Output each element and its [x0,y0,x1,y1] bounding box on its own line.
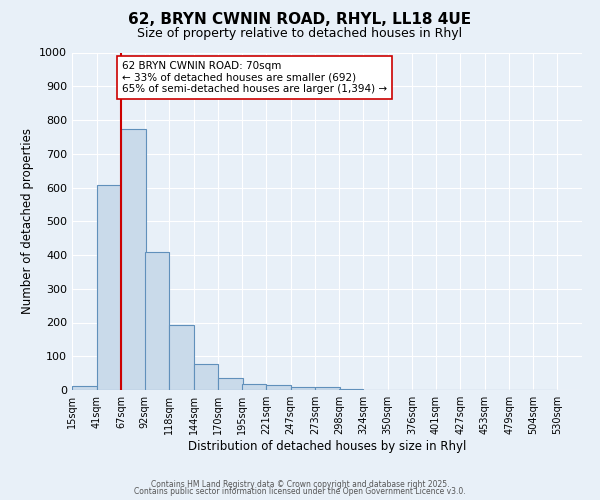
Text: Size of property relative to detached houses in Rhyl: Size of property relative to detached ho… [137,28,463,40]
Bar [315,386,340,390]
X-axis label: Distribution of detached houses by size in Rhyl: Distribution of detached houses by size … [188,440,466,453]
Bar [218,378,242,390]
Bar [145,252,169,390]
Bar [72,386,97,390]
Text: 62, BRYN CWNIN ROAD, RHYL, LL18 4UE: 62, BRYN CWNIN ROAD, RHYL, LL18 4UE [128,12,472,28]
Bar [121,129,146,390]
Text: Contains HM Land Registry data © Crown copyright and database right 2025.: Contains HM Land Registry data © Crown c… [151,480,449,489]
Bar [291,386,315,390]
Bar [266,384,291,390]
Text: 62 BRYN CWNIN ROAD: 70sqm
← 33% of detached houses are smaller (692)
65% of semi: 62 BRYN CWNIN ROAD: 70sqm ← 33% of detac… [122,61,387,94]
Y-axis label: Number of detached properties: Number of detached properties [20,128,34,314]
Bar [169,325,194,390]
Bar [242,384,266,390]
Bar [97,185,121,390]
Text: Contains public sector information licensed under the Open Government Licence v3: Contains public sector information licen… [134,487,466,496]
Bar [194,364,218,390]
